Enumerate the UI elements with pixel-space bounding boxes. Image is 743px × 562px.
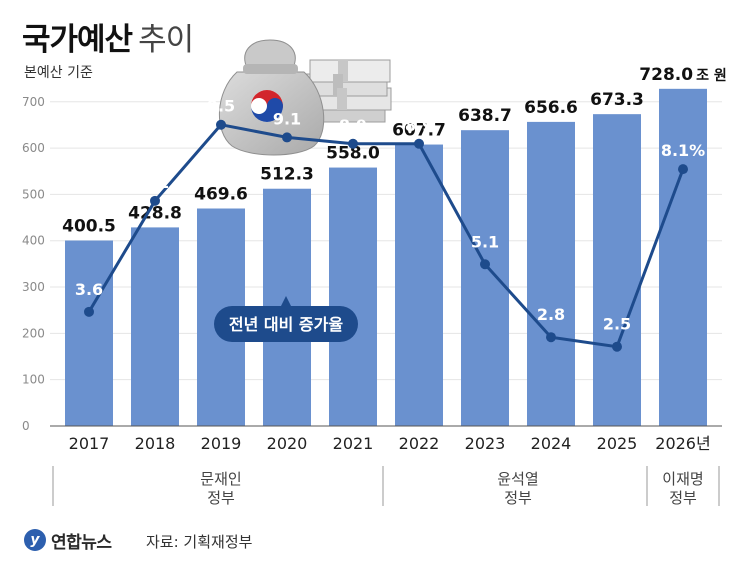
y-tick-label: 700 [22, 95, 45, 109]
government-group-label: 문재인 정부 [200, 470, 241, 507]
y-tick-label: 500 [22, 187, 45, 201]
bar-value-label: 428.8 [128, 203, 182, 223]
growth-rate-label: 8.9 [405, 116, 433, 135]
growth-rate-line [87, 123, 685, 349]
growth-rate-label: 7.1 [141, 173, 169, 192]
growth-rate-point [84, 306, 94, 317]
growth-rate-label: 9.1 [273, 109, 301, 128]
chart-title-bold: 국가예산 [22, 22, 133, 58]
bar-value-label: 673.3 [590, 90, 644, 110]
y-tick-label: 400 [22, 234, 45, 248]
bar [527, 121, 575, 426]
chart-subtitle: 본예산 기준 [24, 65, 93, 81]
bar [395, 144, 443, 426]
y-tick-label: 0 [22, 419, 30, 433]
bar [461, 130, 509, 427]
growth-rate-label: 9.5 [207, 97, 235, 116]
growth-rate-label: 8.9 [339, 116, 367, 135]
bar [659, 88, 707, 427]
bar-value-label: 400.5 [62, 217, 116, 237]
x-tick-label: 2023 [465, 434, 506, 453]
bar [329, 167, 377, 426]
money-bag-and-cash-icon [219, 39, 392, 156]
x-tick-label: 2026년 [655, 434, 710, 453]
bar [593, 114, 641, 426]
source-note: 자료: 기획재정부 [146, 533, 253, 551]
bar [65, 240, 113, 426]
y-tick-label: 300 [22, 280, 45, 294]
growth-rate-label: 5.1 [471, 232, 499, 251]
bar-value-label: 728.0 조 원 [639, 65, 726, 85]
bar-value-label: 607.7 [392, 121, 446, 141]
growth-rate-label: 8.1% [661, 141, 705, 160]
government-group-label: 윤석열 정부 [497, 470, 538, 507]
bar [131, 227, 179, 426]
growth-rate-point [282, 132, 292, 143]
growth-rate-point [480, 259, 490, 270]
growth-rate-legend: 전년 대비 증가율 [214, 296, 358, 342]
growth-rate-point [348, 138, 358, 149]
growth-rate-label: 2.5 [603, 315, 631, 334]
y-tick-label: 100 [22, 373, 45, 387]
x-tick-label: 2021 [333, 434, 374, 453]
y-tick-label: 200 [22, 326, 45, 340]
growth-rate-point [150, 195, 160, 206]
growth-rate-legend-label: 전년 대비 증가율 [229, 315, 343, 334]
x-tick-label: 2019 [201, 434, 242, 453]
government-group-label: 이재명 정부 [662, 470, 703, 507]
x-tick-label: 2022 [399, 434, 440, 453]
growth-rate-point [414, 138, 424, 149]
growth-rate-point [216, 119, 226, 130]
chart-title-light: 추이 [138, 22, 194, 58]
x-tick-label: 2018 [135, 434, 176, 453]
x-tick-label: 2017 [69, 434, 110, 453]
yonhap-logo: y 연합뉴스 [24, 526, 112, 554]
growth-rate-point [612, 341, 622, 352]
y-tick-label: 600 [22, 141, 45, 155]
chart-title: 국가예산 추이 [22, 14, 194, 59]
yonhap-logo-text: 연합뉴스 [51, 532, 112, 553]
x-tick-label: 2024 [531, 434, 572, 453]
yonhap-logo-icon: y [24, 529, 46, 551]
bar-value-label: 656.6 [524, 98, 578, 118]
growth-rate-point [678, 164, 688, 175]
x-tick-label: 2020 [267, 434, 308, 453]
x-tick-label: 2025 [597, 434, 638, 453]
growth-rate-point [546, 332, 556, 343]
bar-value-label: 558.0 [326, 144, 380, 164]
bar-value-label: 469.6 [194, 185, 248, 205]
bar-value-label: 512.3 [260, 165, 314, 185]
growth-rate-label: 3.6 [75, 280, 103, 299]
bar-value-label: 638.7 [458, 106, 512, 126]
growth-rate-label: 2.8 [537, 305, 565, 324]
